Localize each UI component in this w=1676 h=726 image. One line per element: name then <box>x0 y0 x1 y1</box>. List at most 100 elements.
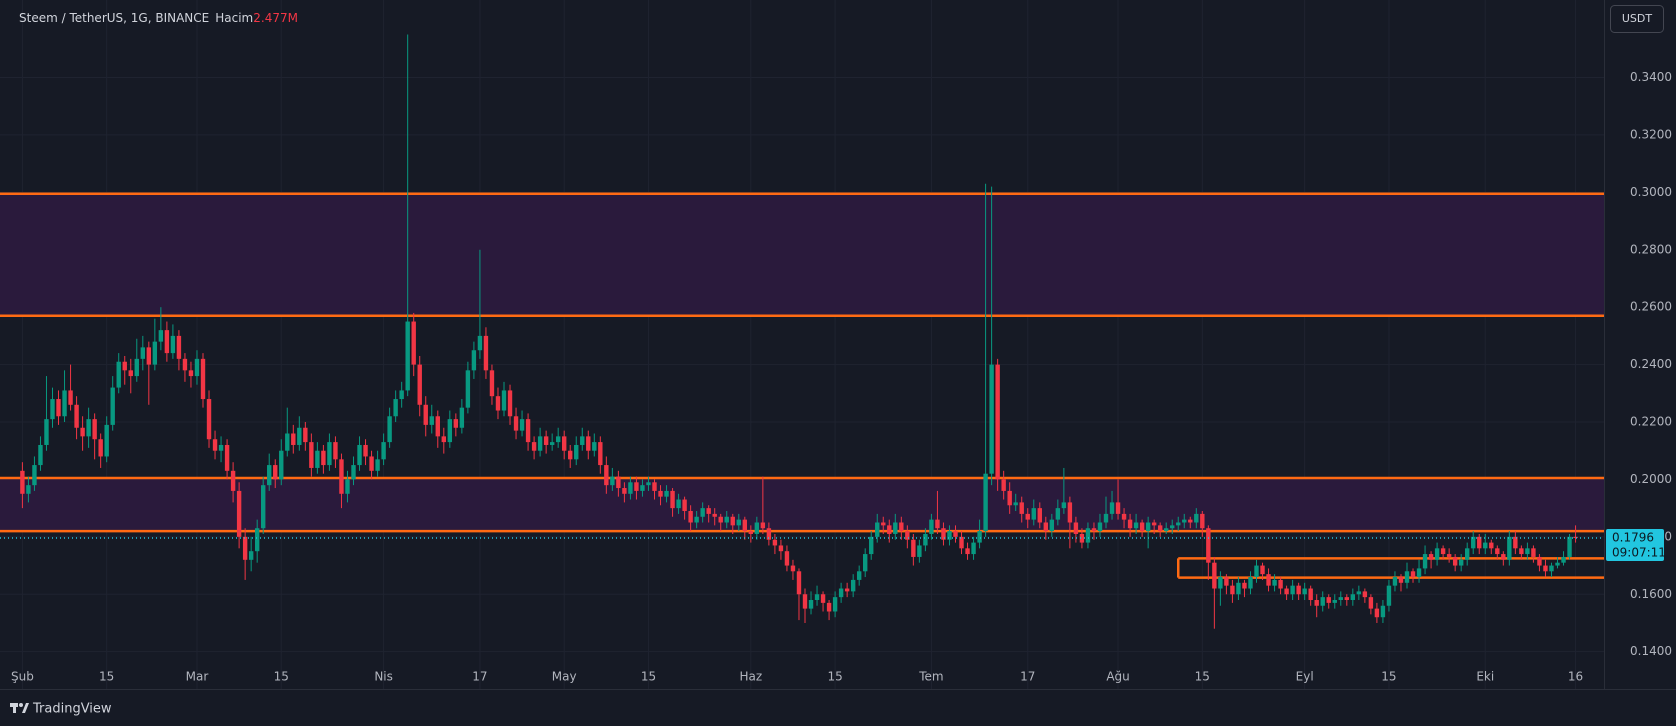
candle-body <box>1188 519 1193 523</box>
candle-body <box>297 427 302 445</box>
y-tick-label: 0.2400 <box>1630 357 1672 371</box>
candle-body <box>489 370 495 397</box>
candle-body <box>68 390 73 405</box>
candle-body <box>616 476 621 489</box>
candle-body <box>766 528 772 540</box>
candle-body <box>610 476 615 486</box>
candle-body <box>1157 525 1163 532</box>
candle-body <box>1061 502 1067 509</box>
candle-body <box>1260 565 1265 575</box>
candle-body <box>989 364 994 474</box>
candle-body <box>1326 597 1331 603</box>
candle-body <box>1127 519 1133 529</box>
candle-body <box>1037 508 1042 523</box>
candle-body <box>411 321 416 365</box>
x-tick-label: 15 <box>274 670 289 684</box>
candle-body <box>1573 536 1578 538</box>
y-tick-label: 0.2000 <box>1630 472 1672 486</box>
x-tick-label: Eki <box>1476 670 1494 684</box>
candle-body <box>1230 585 1235 595</box>
y-tick-label: 0.2200 <box>1630 415 1672 429</box>
y-tick-label: 0.3000 <box>1630 185 1672 199</box>
candle-body <box>429 416 434 425</box>
candle-body <box>1266 574 1271 586</box>
candle-body <box>1428 554 1434 560</box>
candle-body <box>664 490 669 497</box>
x-tick-label: Mar <box>186 670 209 684</box>
candle-body <box>869 536 874 555</box>
candle-body <box>1212 562 1217 589</box>
candle-body <box>381 442 386 460</box>
candle-body <box>423 404 428 425</box>
y-tick-label: 0.2800 <box>1630 242 1672 256</box>
candle-body <box>327 442 332 466</box>
candle-body <box>1398 577 1404 583</box>
candle-body <box>772 539 778 546</box>
candle-body <box>1019 502 1024 514</box>
candle-body <box>351 465 356 480</box>
candle-body <box>911 539 916 557</box>
candle-body <box>38 444 43 466</box>
candle-body <box>122 361 127 371</box>
candle-body <box>929 519 934 534</box>
x-tick-label: 15 <box>99 670 114 684</box>
candle-body <box>1278 579 1283 589</box>
candle-body <box>441 436 446 443</box>
candle-body <box>778 545 784 552</box>
candle-body <box>881 522 886 526</box>
volume: 2.477M <box>253 11 298 25</box>
candle-body <box>387 416 392 443</box>
candle-body <box>820 594 826 603</box>
currency-label[interactable]: USDT <box>1622 12 1653 25</box>
candle-body <box>941 528 946 540</box>
candle-body <box>1483 542 1488 549</box>
candle-body <box>1555 562 1560 566</box>
candle-body <box>1392 577 1398 586</box>
candle-body <box>875 522 880 537</box>
candle-body <box>1525 548 1530 555</box>
candle-body <box>646 482 651 486</box>
candles <box>20 34 1578 629</box>
candle-body <box>784 551 790 566</box>
candle-body <box>995 364 1000 480</box>
candle-body <box>357 444 362 466</box>
candle-body <box>254 528 260 552</box>
candle-body <box>814 594 820 601</box>
candle-body <box>1248 577 1253 589</box>
candle-body <box>1350 594 1356 601</box>
candle-body <box>748 531 754 534</box>
currency-button[interactable] <box>1610 5 1664 33</box>
x-tick-label: Nis <box>374 670 393 684</box>
countdown-label: 09:07:11 <box>1612 545 1666 559</box>
candle-body <box>74 404 79 428</box>
x-tick-label: Şub <box>11 670 34 684</box>
candle-body <box>808 600 814 609</box>
candle-body <box>899 522 904 532</box>
candle-body <box>712 513 717 517</box>
candle-body <box>905 531 910 540</box>
candle-body <box>1332 600 1337 603</box>
candle-body <box>1458 559 1464 566</box>
candle-body <box>1404 571 1410 583</box>
x-tick-label: 15 <box>827 670 842 684</box>
candle-body <box>1567 536 1572 557</box>
x-tick-label: Ağu <box>1106 670 1129 684</box>
x-tick-label: 17 <box>1020 670 1035 684</box>
candle-body <box>104 424 109 457</box>
candle-body <box>887 525 892 534</box>
candle-body <box>1182 519 1187 523</box>
x-tick-label: 15 <box>1381 670 1396 684</box>
candle-body <box>592 442 597 451</box>
x-tick-label: 15 <box>641 670 656 684</box>
last-price-label: 0.1796 <box>1612 530 1654 544</box>
candle-body <box>1561 556 1566 563</box>
candle-body <box>230 470 236 491</box>
candle-body <box>315 450 320 468</box>
candle-body <box>983 473 988 532</box>
candle-body <box>1302 588 1307 595</box>
candle-body <box>549 442 555 445</box>
candle-body <box>1465 548 1470 560</box>
candle-body <box>1025 513 1030 520</box>
